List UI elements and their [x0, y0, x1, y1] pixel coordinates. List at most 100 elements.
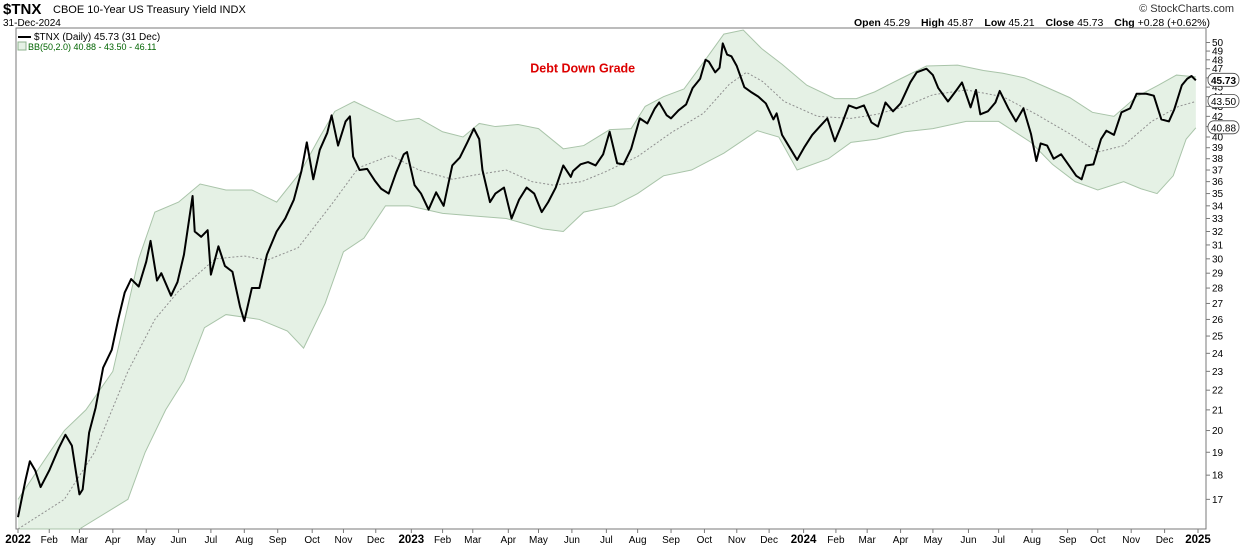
y-axis: 17 18 19 20 21 22 23 24 25 26 27 28 29 30 31 32 33 343536… — [1206, 38, 1224, 506]
x-tick-label: Dec — [760, 535, 778, 546]
price-line — [17, 42, 1197, 518]
y-tick-label: 26 — [1212, 315, 1224, 326]
x-tick-label: May — [529, 535, 548, 546]
y-tick-label: 23 — [1212, 367, 1224, 378]
high-value: 45.87 — [947, 17, 974, 29]
x-tick-label: Jul — [992, 535, 1005, 546]
bollinger-lower-line — [18, 120, 1197, 530]
x-tick-label: Jun — [171, 535, 187, 546]
x-tick-label: Oct — [1090, 535, 1106, 546]
y-tick-label: 31 — [1212, 240, 1224, 251]
y-tick-label: 19 — [1212, 448, 1224, 459]
y-tick-label: 20 — [1212, 426, 1224, 437]
last-value-tags: 45.73 43.50 40.88 — [1207, 72, 1240, 135]
y-tick-label: 21 — [1212, 405, 1224, 416]
x-axis: 2022 Feb Mar Apr May Jun Jul Aug Sep Oct Nov Dec 202… — [5, 529, 1211, 546]
last-value-tag-label: 43.50 — [1211, 97, 1236, 108]
last-value-tag-box — [1207, 120, 1240, 135]
chart-date: 31-Dec-2024 — [3, 18, 61, 29]
y-tick-label: 22 — [1212, 386, 1224, 397]
x-tick-label: Apr — [105, 535, 121, 546]
y-tick-label: 29 — [1212, 269, 1224, 280]
y-tick-label: 50 — [1212, 38, 1224, 49]
x-tick-label: Jul — [600, 535, 613, 546]
y-tick-label: 38 — [1212, 154, 1224, 165]
x-tick-label: Feb — [434, 535, 452, 546]
last-value-tag-box — [1207, 94, 1240, 108]
last-value-tag-label: 40.88 — [1211, 123, 1236, 134]
x-tick-label: Mar — [71, 535, 89, 546]
y-tick-label: 17 — [1212, 495, 1224, 506]
x-tick-label: May — [137, 535, 156, 546]
y-tick-label: 28 — [1212, 284, 1224, 295]
y-tick-label: 25 — [1212, 332, 1224, 343]
y-tick-label: 33 — [1212, 214, 1224, 225]
ohlc-readout: Open 45.29 High 45.87 Low 45.21 Close 45… — [854, 17, 1210, 29]
plot-frame — [15, 27, 1207, 530]
x-tick-label: Feb — [827, 535, 845, 546]
x-tick-label: Apr — [501, 535, 517, 546]
bollinger-band-layer — [17, 29, 1197, 530]
x-tick-label: Dec — [1156, 535, 1174, 546]
high-label: High — [920, 17, 945, 29]
chg-label: Chg — [1114, 17, 1135, 29]
x-tick-label: Sep — [269, 535, 287, 546]
bollinger-band-fill — [18, 30, 1196, 529]
x-tick-label: Oct — [304, 535, 320, 546]
x-tick-label: Apr — [893, 535, 909, 546]
last-value-tag-label: 45.73 — [1211, 76, 1236, 87]
x-tick-label: Feb — [41, 535, 59, 546]
x-tick-label: Jul — [204, 535, 217, 546]
y-tick-label: 30 — [1212, 254, 1224, 265]
x-tick-label: Sep — [662, 535, 680, 546]
legend-bb-swatch — [17, 41, 27, 51]
x-tick-label: Nov — [728, 535, 746, 546]
low-label: Low — [984, 17, 1006, 29]
y-tick-label: 34 — [1212, 201, 1224, 212]
open-value: 45.29 — [883, 17, 911, 29]
x-tick-label: Aug — [1023, 535, 1041, 546]
chg-value: +0.28 (+0.62%) — [1137, 17, 1210, 29]
x-tick-label: 2024 — [791, 534, 817, 546]
x-tick-label: Jun — [960, 535, 976, 546]
x-tick-label: Oct — [697, 535, 713, 546]
security-name: CBOE 10-Year US Treasury Yield INDX — [53, 4, 246, 16]
x-tick-label: Mar — [464, 535, 482, 546]
y-tick-label: 40 — [1212, 133, 1224, 144]
x-tick-label: Aug — [235, 535, 253, 546]
close-value: 45.73 — [1077, 17, 1104, 29]
legend: $TNX (Daily) 45.73 (31 Dec) BB(50,2.0) 4… — [17, 32, 160, 52]
annotation-debt-down-grade: Debt Down Grade — [530, 62, 635, 76]
y-tick-label: 45 — [1212, 83, 1224, 94]
bollinger-upper-line — [17, 29, 1196, 500]
y-tick-label: 47 — [1212, 64, 1224, 75]
x-tick-label: Aug — [629, 535, 647, 546]
y-tick-label: 39 — [1212, 143, 1224, 154]
legend-bb-label: BB(50,2.0) 40.88 - 43.50 - 46.11 — [28, 42, 156, 52]
y-tick-label: 42 — [1212, 112, 1224, 123]
y-tick-label: 27 — [1212, 299, 1224, 310]
y-tick-label: 32 — [1212, 227, 1224, 238]
x-tick-label: 2023 — [399, 534, 425, 546]
x-tick-label: 2025 — [1185, 534, 1211, 546]
y-tick-label: 48 — [1212, 55, 1224, 66]
y-tick-label: 36 — [1212, 177, 1224, 188]
x-tick-label: Nov — [335, 535, 353, 546]
legend-price-label: $TNX (Daily) 45.73 (31 Dec) — [34, 32, 160, 43]
price-line-layer — [17, 42, 1197, 518]
y-tick-label: 35 — [1212, 189, 1224, 200]
x-tick-label: Mar — [859, 535, 877, 546]
y-tick-label: 24 — [1212, 349, 1224, 360]
x-tick-label: May — [923, 535, 942, 546]
y-tick-label: 37 — [1212, 166, 1224, 177]
y-tick-label: 49 — [1212, 47, 1224, 58]
x-tick-label: 2022 — [5, 534, 31, 546]
brand-watermark[interactable]: © StockCharts.com — [1139, 3, 1234, 15]
ticker-symbol: $TNX — [3, 1, 42, 18]
x-tick-label: Nov — [1122, 535, 1140, 546]
low-value: 45.21 — [1008, 17, 1035, 29]
y-tick-label: 18 — [1212, 471, 1224, 482]
x-tick-label: Sep — [1059, 535, 1077, 546]
open-label: Open — [854, 17, 881, 29]
